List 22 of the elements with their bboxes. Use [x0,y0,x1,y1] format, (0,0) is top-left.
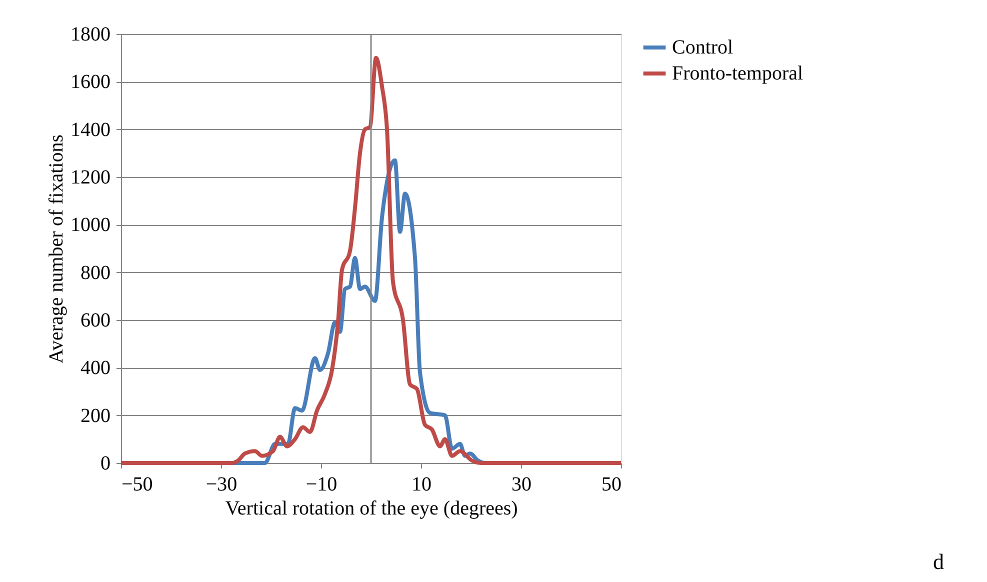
y-tick-label: 1600 [70,71,110,94]
y-tick-label: 400 [80,357,110,380]
text: d [933,549,944,574]
x-tick-label: 10 [412,474,432,496]
legend-label: Fronto-temporal [672,62,804,84]
line-series [119,56,623,465]
y-tick-label: 1800 [70,24,110,46]
y-tick-label: 1000 [70,214,110,236]
y-axis-title: Average number of fixations [46,134,68,364]
x-tick-label: −50 [122,474,153,496]
x-tick-label: −30 [206,474,238,496]
y-tick-label: 1200 [70,166,110,188]
legend-label: Control [672,36,734,58]
x-axis-title: Vertical rotation of the eye (degrees) [225,498,518,520]
y-tick-label: 0 [100,452,110,474]
y-tick-label: 600 [80,310,110,332]
x-tick-label: −10 [306,474,338,496]
x-tick-label: 50 [602,474,622,496]
y-tick-label: 1400 [70,118,110,141]
y-tick-label: 800 [80,262,110,284]
x-tick-label: 30 [512,474,532,496]
y-tick-label: 200 [80,404,110,427]
